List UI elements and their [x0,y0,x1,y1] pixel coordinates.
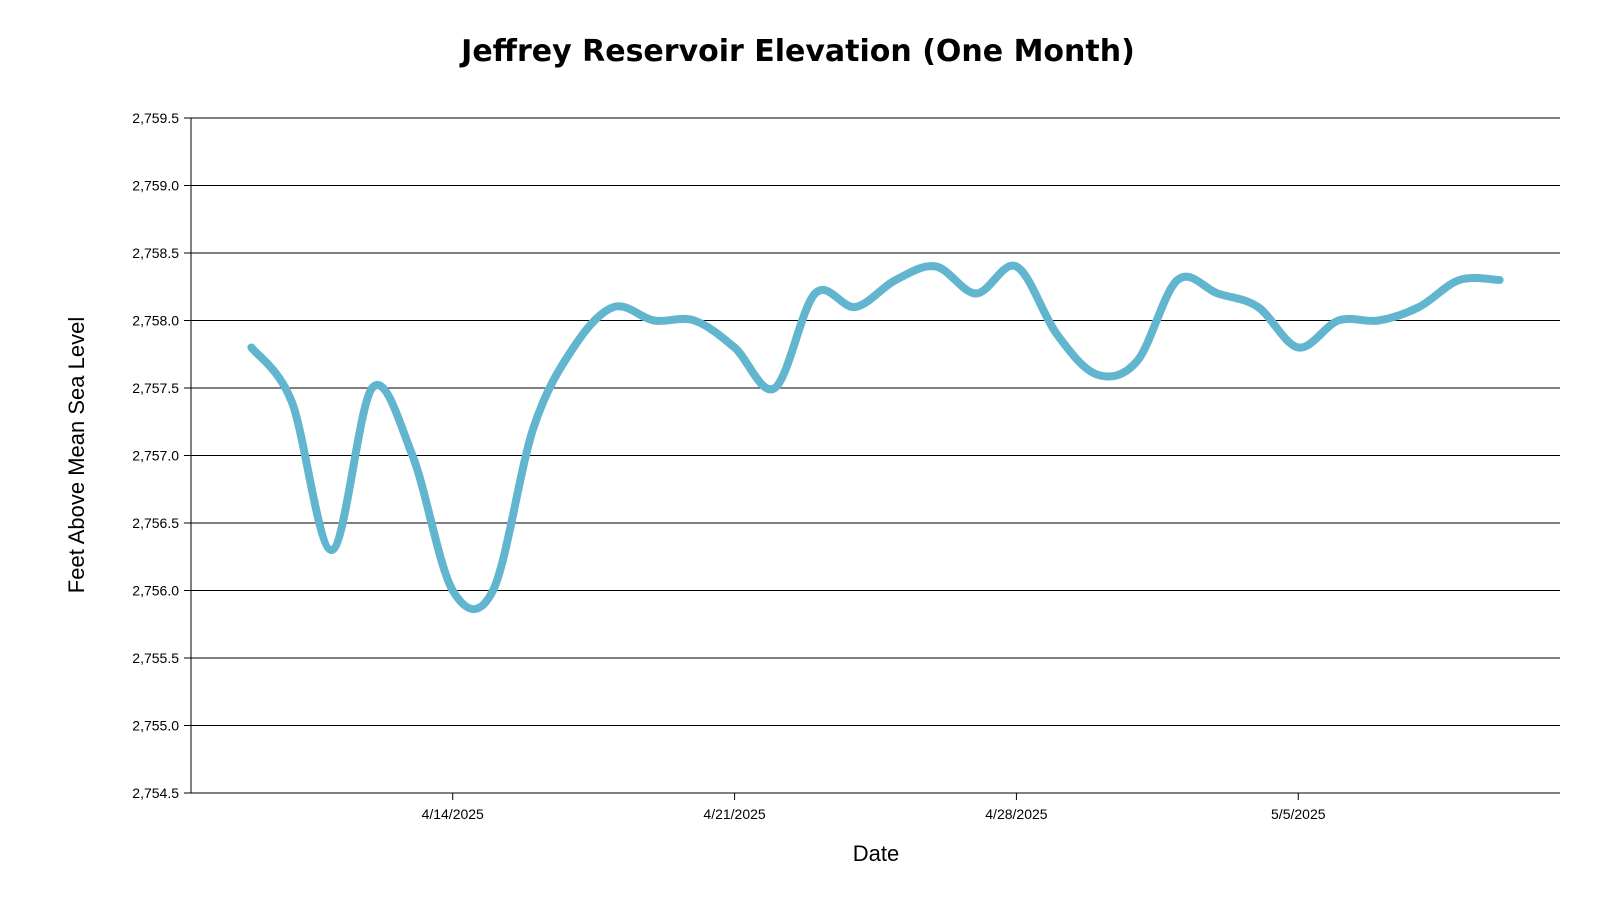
y-tick-label: 2,756.5 [132,515,179,531]
y-tick-label: 2,757.0 [132,448,179,464]
y-tick-label: 2,758.5 [132,245,179,261]
x-tick-label: 5/5/2025 [1271,806,1326,822]
y-tick-label: 2,756.0 [132,583,179,599]
x-tick-label: 4/28/2025 [985,806,1047,822]
x-axis-label: Date [853,841,899,866]
series-elevation [247,261,1504,614]
x-axis-ticks: 4/14/2025 4/21/2025 4/28/2025 5/5/2025 [422,793,1326,822]
x-tick-label: 4/21/2025 [703,806,765,822]
gridlines [191,117,1560,794]
chart-title: Jeffrey Reservoir Elevation (One Month) [459,34,1135,69]
y-tick-label: 2,759.5 [132,110,179,126]
y-tick-label: 2,759.0 [132,178,179,194]
y-tick-label: 2,758.0 [132,313,179,329]
y-axis-ticks: 2,754.5 2,755.0 2,755.5 2,756.0 2,756.5 2,757… [132,110,191,801]
x-tick-label: 4/14/2025 [422,806,484,822]
elevation-line [247,261,1504,614]
y-tick-label: 2,754.5 [132,785,179,801]
y-axis-label: Feet Above Mean Sea Level [64,317,89,593]
y-tick-label: 2,757.5 [132,380,179,396]
y-tick-label: 2,755.0 [132,718,179,734]
y-tick-label: 2,755.5 [132,650,179,666]
